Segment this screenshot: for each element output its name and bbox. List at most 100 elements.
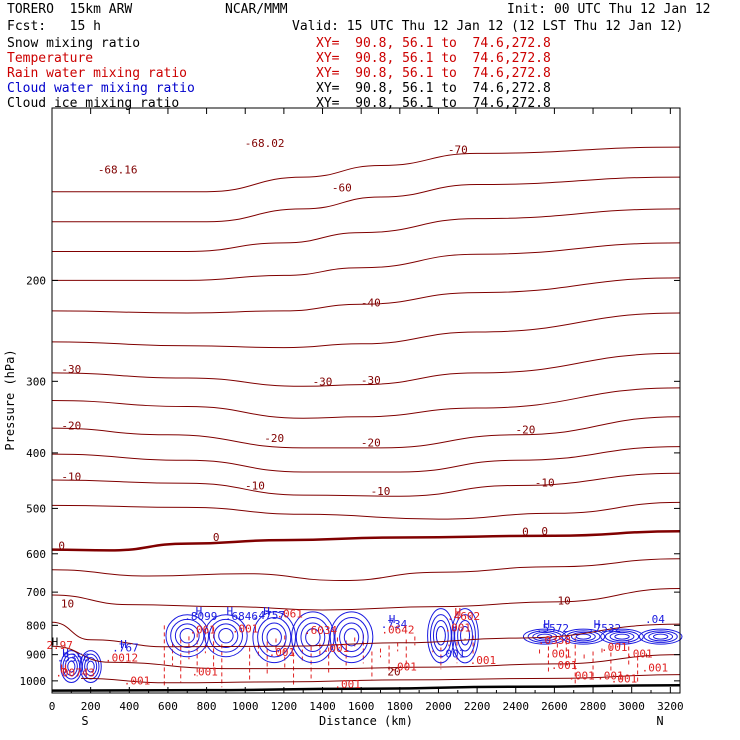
- contour-label: -30: [361, 374, 381, 387]
- contour-label: .001: [568, 670, 595, 683]
- contour-label: 0: [58, 540, 65, 553]
- isotherm-line: [51, 446, 681, 473]
- contour-label: -20: [61, 419, 81, 432]
- contour-label: .00743: [55, 667, 95, 680]
- cloud-water-cell: [60, 650, 102, 683]
- contour-label: 0: [522, 525, 529, 538]
- x-tick-label: 1400: [309, 700, 336, 713]
- contour-label: .001: [626, 647, 653, 660]
- contour-label: .4602: [447, 610, 480, 623]
- x-tick-label: 600: [158, 700, 178, 713]
- x-tick-label: 3200: [657, 700, 684, 713]
- valid-time: Valid: 15 UTC Thu 12 Jan 12 (12 LST Thu …: [292, 19, 684, 34]
- center-label: NCAR/MMM: [225, 2, 288, 17]
- x-tick-label: 800: [197, 700, 217, 713]
- contour-label: 10: [61, 598, 74, 611]
- cloud-water-cell: [165, 614, 248, 658]
- contour-label: .001: [611, 673, 638, 686]
- isotherm-line: [51, 312, 681, 349]
- contour-label: .5356: [57, 652, 90, 665]
- isotherm-line: [52, 208, 681, 253]
- contour-label: H: [263, 605, 270, 618]
- contour-label: .001: [597, 670, 624, 683]
- contour-label: .001: [334, 678, 361, 691]
- isotherm-line: [51, 387, 681, 419]
- contour-label: -68.02: [245, 137, 285, 150]
- contour-label: H: [62, 647, 69, 660]
- contour-label: H: [543, 618, 550, 631]
- x-tick-label: 2400: [503, 700, 530, 713]
- isotherm-line: [80, 674, 681, 684]
- isotherm-line: [51, 529, 681, 552]
- x-tick-label: 1600: [348, 700, 375, 713]
- contour-label: .001: [232, 622, 259, 635]
- contour-label: -20: [361, 437, 381, 450]
- isotherm-line: [51, 558, 681, 582]
- plot-frame: [51, 107, 681, 694]
- x-tick-label: 0: [49, 700, 56, 713]
- y-tick-label: 700: [26, 586, 46, 599]
- contour-label: .001: [601, 641, 628, 654]
- x-tick-label: 2200: [464, 700, 491, 713]
- contour-label: H: [454, 606, 461, 619]
- legend-rain-label: Rain water mixing ratio: [7, 66, 188, 81]
- forecast-hour: Fcst: 15 h: [7, 19, 101, 34]
- x-axis-title: Distance (km): [319, 714, 413, 728]
- isotherm-line: [51, 242, 681, 281]
- x-tick-label: 2600: [541, 700, 568, 713]
- x-tick-label: 2000: [425, 700, 452, 713]
- contour-label: .001: [470, 654, 497, 667]
- contour-label: -10: [245, 479, 265, 492]
- contour-label: .0012: [105, 652, 138, 665]
- isotherm-line: [52, 176, 681, 223]
- contour-label: -20: [515, 424, 535, 437]
- x-tick-label: 1200: [271, 700, 298, 713]
- isotherm-line: [51, 416, 681, 449]
- contour-label: H: [60, 663, 67, 676]
- contour-label: .001: [269, 646, 296, 659]
- contour-label: H: [389, 613, 396, 626]
- x-tick-label: 1000: [232, 700, 259, 713]
- y-tick-label: 800: [26, 619, 46, 632]
- contour-label: .001: [545, 647, 572, 660]
- rain-cell: [539, 637, 648, 684]
- contour-label: 20: [387, 665, 400, 678]
- contour-label: .6034: [304, 624, 337, 637]
- contour-label: .061: [189, 624, 216, 637]
- model-title: TORERO 15km ARW: [7, 2, 133, 17]
- contour-label: .734: [381, 618, 408, 631]
- contour-label: -70: [448, 143, 468, 156]
- x-tick-label: 2800: [580, 700, 607, 713]
- y-tick-label: 900: [26, 649, 46, 662]
- contour-label: .6846: [225, 610, 258, 623]
- contour-label: H: [196, 605, 203, 618]
- contour-label: -30: [313, 375, 333, 388]
- legend-snow-label: Snow mixing ratio: [7, 36, 141, 51]
- contour-label: -10: [61, 471, 81, 484]
- cloud-water-cell: [427, 608, 479, 664]
- x-tick-label: 1800: [387, 700, 414, 713]
- contour-label: 10: [557, 594, 570, 607]
- isotherm-line: [51, 621, 681, 648]
- legend-temperature-label: Temperature: [7, 51, 94, 66]
- x-tick-label: 400: [119, 700, 139, 713]
- init-time: Init: 00 UTC Thu 12 Jan 12: [507, 2, 711, 17]
- x-tick-label: 200: [81, 700, 101, 713]
- contour-label: .04: [645, 613, 665, 626]
- isotherm-line: [51, 352, 681, 387]
- contour-label: .001: [191, 665, 218, 678]
- contour-label: -60: [332, 182, 352, 195]
- y-tick-label: 300: [26, 375, 46, 388]
- legend-cloud-ice-label: Cloud ice mixing ratio: [7, 96, 180, 111]
- isotherm-line: [51, 277, 681, 314]
- plot-area: -68.16 -68.02 -70 -60 -40 -30 -30 -30 -20 -20 -20 -…: [46, 137, 683, 692]
- legend-temperature-xy: XY= 90.8, 56.1 to 74.6,272.8: [316, 51, 551, 66]
- y-tick-label: 400: [26, 447, 46, 460]
- isotherm-line: [51, 588, 681, 611]
- contour-label: -20: [264, 432, 284, 445]
- contour-label: 2.97: [46, 639, 73, 652]
- contour-label: -68.16: [98, 163, 138, 176]
- isotherm-line: [52, 146, 681, 193]
- contour-label: .8099: [184, 610, 217, 623]
- contour-label: .0358: [538, 634, 571, 647]
